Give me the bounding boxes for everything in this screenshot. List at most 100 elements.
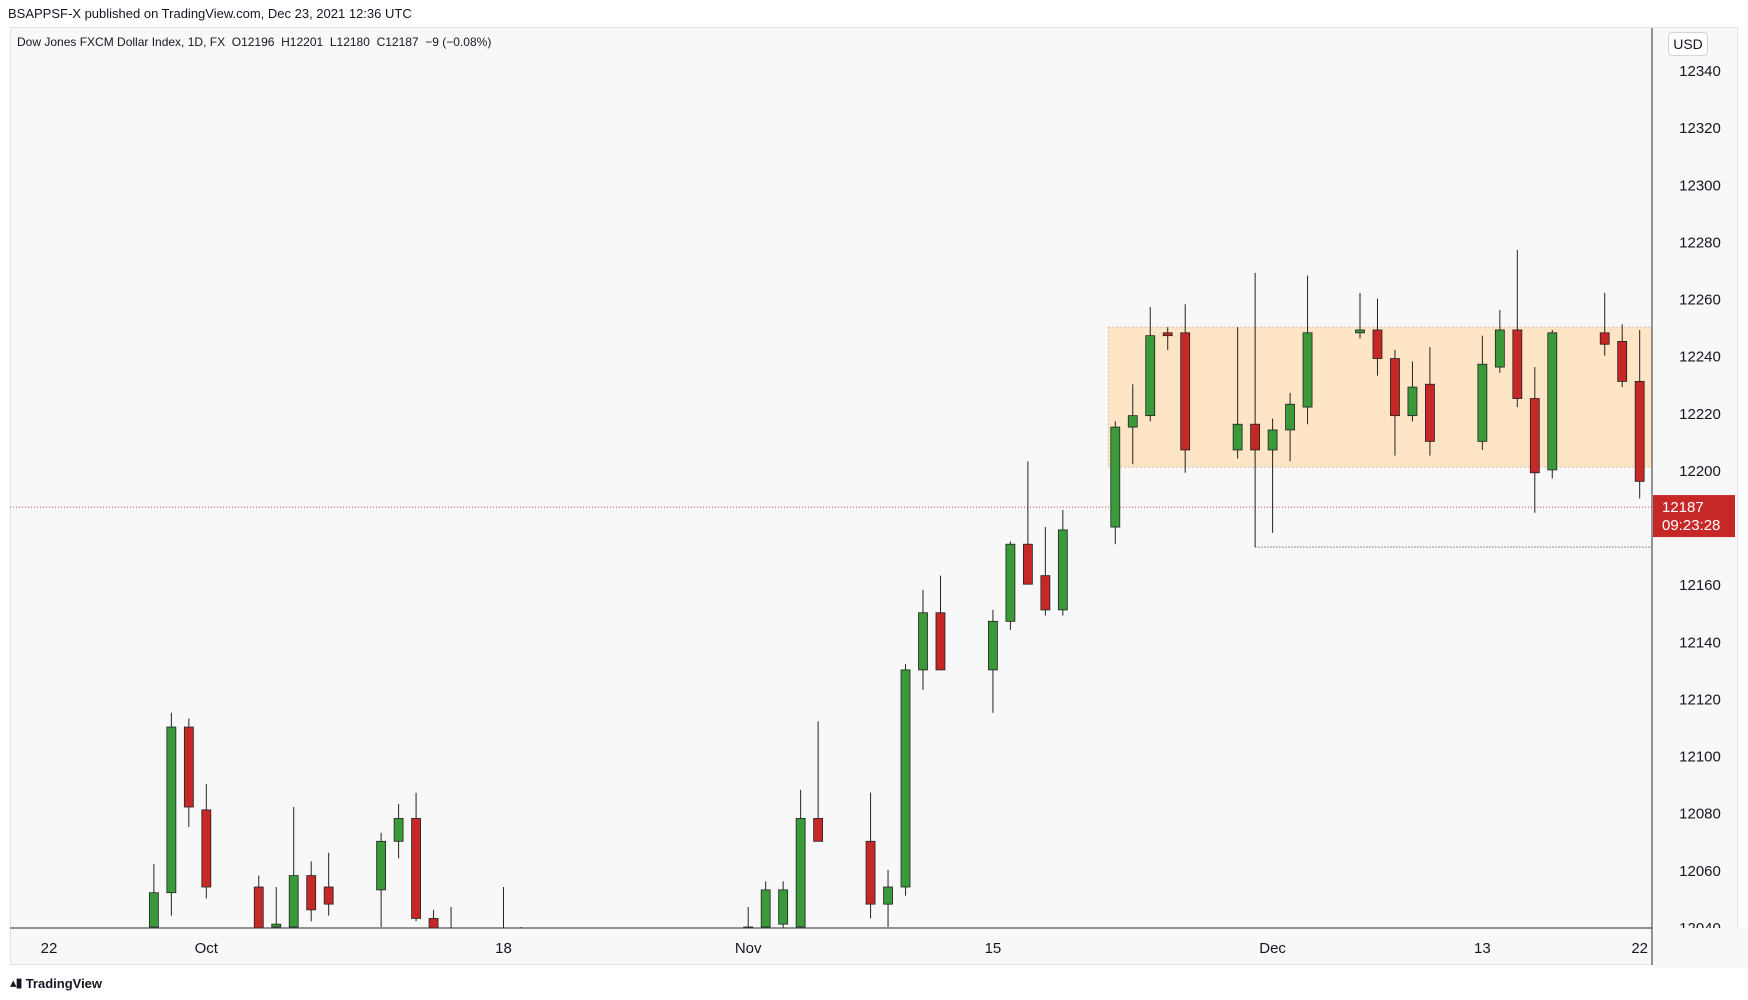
candle-body bbox=[516, 933, 525, 950]
candle[interactable] bbox=[428, 909, 439, 956]
candle-body bbox=[1232, 423, 1243, 451]
candle-body bbox=[1180, 332, 1191, 451]
candle[interactable] bbox=[499, 887, 508, 956]
candle-body bbox=[1005, 543, 1016, 622]
candle[interactable] bbox=[883, 869, 893, 927]
candle-body bbox=[1110, 426, 1121, 528]
candle[interactable] bbox=[1407, 361, 1418, 422]
candle-body bbox=[1355, 329, 1365, 334]
candle[interactable] bbox=[1057, 509, 1068, 616]
candle[interactable] bbox=[813, 721, 824, 842]
candle[interactable] bbox=[323, 852, 334, 916]
candle-body bbox=[1425, 383, 1435, 442]
candle[interactable] bbox=[271, 887, 282, 941]
candle[interactable] bbox=[1040, 527, 1051, 616]
candle-body bbox=[393, 818, 404, 842]
candle[interactable] bbox=[1110, 421, 1121, 545]
y-tick-label: 12340 bbox=[1679, 63, 1721, 80]
candle-body bbox=[166, 726, 177, 894]
candle[interactable] bbox=[935, 575, 946, 671]
candle[interactable] bbox=[1355, 292, 1365, 339]
y-tick-label: 12100 bbox=[1679, 749, 1721, 766]
candle-body bbox=[201, 809, 212, 888]
candle[interactable] bbox=[1180, 304, 1191, 473]
y-tick-label: 12260 bbox=[1679, 292, 1721, 309]
candle[interactable] bbox=[1022, 461, 1033, 585]
y-tick-label: 12160 bbox=[1679, 577, 1721, 594]
y-tick-label: 12060 bbox=[1679, 863, 1721, 880]
candle[interactable] bbox=[1372, 298, 1383, 376]
candle[interactable] bbox=[1005, 541, 1016, 630]
candle-body bbox=[1529, 398, 1540, 474]
candle[interactable] bbox=[760, 881, 771, 938]
brand-label: TradingView bbox=[25, 975, 103, 991]
candle[interactable] bbox=[1634, 329, 1645, 499]
candle[interactable] bbox=[201, 784, 212, 899]
candle-body bbox=[1057, 529, 1068, 611]
candle[interactable] bbox=[1232, 327, 1243, 459]
candle[interactable] bbox=[1425, 347, 1435, 456]
candle[interactable] bbox=[166, 712, 177, 916]
candle[interactable] bbox=[1145, 307, 1156, 422]
candle[interactable] bbox=[1547, 329, 1558, 479]
candle-body bbox=[1250, 423, 1261, 451]
candle[interactable] bbox=[1529, 367, 1540, 513]
candle[interactable] bbox=[1162, 327, 1173, 350]
candle[interactable] bbox=[411, 792, 421, 922]
candle-body bbox=[1267, 429, 1278, 451]
candle[interactable] bbox=[1599, 292, 1610, 356]
candle-body bbox=[1599, 332, 1610, 345]
candle-body bbox=[447, 933, 456, 939]
candle[interactable] bbox=[1494, 309, 1505, 373]
candle[interactable] bbox=[306, 861, 317, 922]
candle-body bbox=[1390, 358, 1400, 417]
candle[interactable] bbox=[1285, 392, 1295, 462]
candle-body bbox=[288, 875, 299, 928]
candle-body bbox=[1127, 415, 1138, 428]
candle-body bbox=[183, 726, 194, 808]
candle[interactable] bbox=[778, 881, 789, 941]
candle[interactable] bbox=[865, 792, 876, 919]
candle[interactable] bbox=[183, 718, 194, 828]
y-tick-label: 12280 bbox=[1679, 234, 1721, 251]
candle-body bbox=[1494, 329, 1505, 368]
candle[interactable] bbox=[988, 609, 998, 713]
candle-body bbox=[253, 886, 264, 928]
candle-body bbox=[778, 889, 789, 925]
candle[interactable] bbox=[516, 927, 525, 961]
candle-body bbox=[1040, 575, 1051, 611]
candle[interactable] bbox=[1267, 418, 1278, 533]
candle[interactable] bbox=[148, 864, 159, 941]
candle[interactable] bbox=[253, 875, 264, 956]
candle-body bbox=[376, 840, 387, 891]
candle[interactable] bbox=[1477, 335, 1488, 450]
candle[interactable] bbox=[1127, 384, 1138, 465]
candle[interactable] bbox=[918, 589, 928, 690]
candle[interactable] bbox=[900, 664, 911, 896]
candle-body bbox=[1372, 329, 1383, 359]
legend-low: L12180 bbox=[329, 35, 370, 49]
candle[interactable] bbox=[393, 804, 404, 859]
candle-body bbox=[1407, 386, 1418, 417]
candle[interactable] bbox=[1617, 324, 1628, 388]
legend-high: H12201 bbox=[281, 35, 324, 49]
candle-body bbox=[148, 892, 159, 928]
candle[interactable] bbox=[288, 807, 299, 956]
tradingview-brand[interactable]: ▴▮ TradingView bbox=[10, 975, 102, 991]
candle[interactable] bbox=[795, 789, 806, 933]
range-zone[interactable] bbox=[1107, 326, 1669, 468]
current-price-label: 12187 bbox=[1662, 499, 1704, 516]
candle-body bbox=[1162, 332, 1173, 337]
candle-body bbox=[428, 918, 439, 928]
candle[interactable] bbox=[1250, 272, 1261, 548]
candle[interactable] bbox=[447, 907, 456, 956]
x-tick-label: 18 bbox=[495, 940, 512, 957]
currency-button[interactable]: USD bbox=[1668, 32, 1708, 56]
candle[interactable] bbox=[1302, 275, 1313, 425]
candle[interactable] bbox=[376, 832, 387, 927]
candle[interactable] bbox=[1512, 249, 1523, 408]
candle[interactable] bbox=[1390, 349, 1400, 456]
x-tick-label: 15 bbox=[985, 940, 1002, 957]
candle-body bbox=[988, 620, 998, 671]
